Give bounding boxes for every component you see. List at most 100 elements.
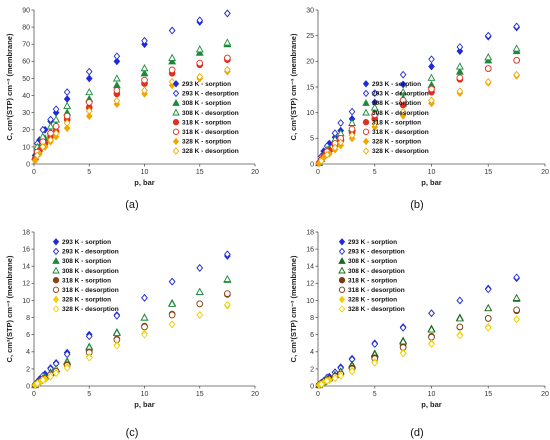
data-point	[196, 16, 204, 25]
data-point	[428, 85, 435, 93]
legend-marker	[172, 89, 180, 98]
legend-marker	[338, 238, 346, 246]
legend-label: 328 K - desorption	[182, 148, 239, 155]
data-point	[85, 88, 94, 96]
data-point	[223, 274, 232, 283]
legend-marker	[338, 305, 346, 313]
data-point	[113, 87, 121, 94]
x-tick-label: 15	[196, 169, 204, 176]
x-axis-label: p, bar	[421, 178, 442, 187]
data-point	[47, 129, 54, 137]
x-tick-label: 5	[87, 391, 91, 398]
legend-marker	[338, 257, 346, 264]
data-point	[399, 107, 407, 116]
legend-label: 293 K - desorption	[372, 91, 429, 98]
x-tick-label: 20	[251, 169, 259, 176]
data-point	[484, 285, 492, 294]
legend-label: 318 K - sorption	[182, 119, 231, 126]
y-tick-label: 18	[306, 229, 314, 236]
legend-marker	[172, 137, 180, 146]
data-point	[348, 367, 356, 376]
y-tick-label: 20	[306, 59, 314, 66]
x-tick-label: 0	[32, 169, 36, 176]
legend-marker	[52, 286, 60, 293]
legend-label: 293 K - desorption	[182, 91, 239, 98]
x-tick-label: 20	[251, 391, 259, 398]
legend-marker	[338, 295, 346, 304]
legend-label: 308 K - sorption	[348, 258, 397, 265]
data-point	[52, 123, 60, 130]
data-point	[428, 62, 435, 71]
legend-marker	[362, 89, 370, 98]
y-tick-label: 2	[310, 366, 314, 373]
x-axis-label: p, bar	[134, 178, 155, 187]
data-point	[196, 300, 204, 308]
data-point	[113, 311, 121, 320]
data-point	[371, 340, 379, 348]
legend-marker	[362, 99, 370, 106]
legend-label: 328 K - sorption	[372, 139, 421, 146]
x-tick-label: 20	[541, 391, 549, 398]
legend-marker	[338, 247, 346, 256]
x-tick-label: 0	[316, 391, 320, 398]
data-point	[140, 69, 149, 77]
legend-marker	[338, 286, 346, 293]
legend-label: 308 K - desorption	[62, 268, 119, 275]
legend-label: 293 K - sorption	[62, 239, 111, 246]
legend-label: 318 K - desorption	[372, 129, 429, 136]
data-point	[140, 313, 149, 321]
data-point	[348, 131, 356, 140]
y-axis-label: C, cm³(STP) cm⁻³ (membrane)	[289, 33, 298, 140]
data-point	[85, 67, 93, 76]
legend-label: 318 K - sorption	[62, 277, 111, 284]
data-point	[399, 111, 407, 120]
legend-label: 318 K - sorption	[372, 119, 421, 126]
legend-label: 328 K - desorption	[348, 306, 405, 313]
legend-marker	[172, 119, 180, 126]
data-point	[513, 56, 520, 64]
legend-marker	[362, 147, 370, 155]
chart-panel-2: 0 2 4 6 8 10 12 14 16 18 0 5 10 15 20 p, bar C, cm³(STP)…	[5, 229, 259, 439]
legend-label: 293 K - desorption	[62, 249, 119, 256]
data-point	[141, 323, 148, 331]
x-tick-label: 10	[141, 169, 149, 176]
data-point	[348, 107, 356, 116]
legend-label: 328 K - sorption	[62, 297, 111, 304]
y-tick-label: 25	[306, 33, 314, 40]
data-point	[113, 96, 121, 105]
series-7	[34, 300, 231, 388]
data-point	[399, 323, 407, 332]
data-point	[456, 74, 464, 82]
data-point	[140, 64, 149, 72]
y-tick-label: 2	[26, 366, 30, 373]
data-point	[63, 124, 71, 132]
legend-marker	[52, 266, 60, 274]
data-point	[196, 264, 204, 272]
data-point	[195, 48, 204, 56]
data-point	[168, 53, 177, 61]
data-point	[168, 26, 176, 35]
legend-label: 328 K - sorption	[348, 297, 397, 304]
legend-marker	[172, 128, 180, 135]
data-point	[34, 151, 41, 160]
legend-marker	[338, 266, 346, 274]
legend-marker	[362, 128, 370, 135]
data-point	[348, 125, 356, 133]
x-tick-label: 10	[141, 391, 149, 398]
data-point	[113, 52, 121, 61]
y-axis-label: C, cm³(STP) cm⁻³ (membrane)	[5, 33, 14, 140]
series-7	[34, 65, 231, 160]
data-point	[323, 376, 331, 385]
legend-marker	[172, 108, 180, 116]
y-tick-label: 16	[306, 247, 314, 254]
data-point	[224, 290, 231, 297]
y-tick-label: 30	[22, 110, 30, 117]
legend-label: 318 K - desorption	[348, 287, 405, 294]
data-point	[513, 306, 520, 314]
y-tick-label: 0	[310, 383, 314, 390]
y-tick-label: 5	[310, 136, 314, 143]
series-5	[33, 290, 231, 387]
y-tick-label: 0	[26, 383, 30, 390]
data-point	[318, 157, 325, 165]
y-tick-label: 60	[22, 59, 30, 66]
